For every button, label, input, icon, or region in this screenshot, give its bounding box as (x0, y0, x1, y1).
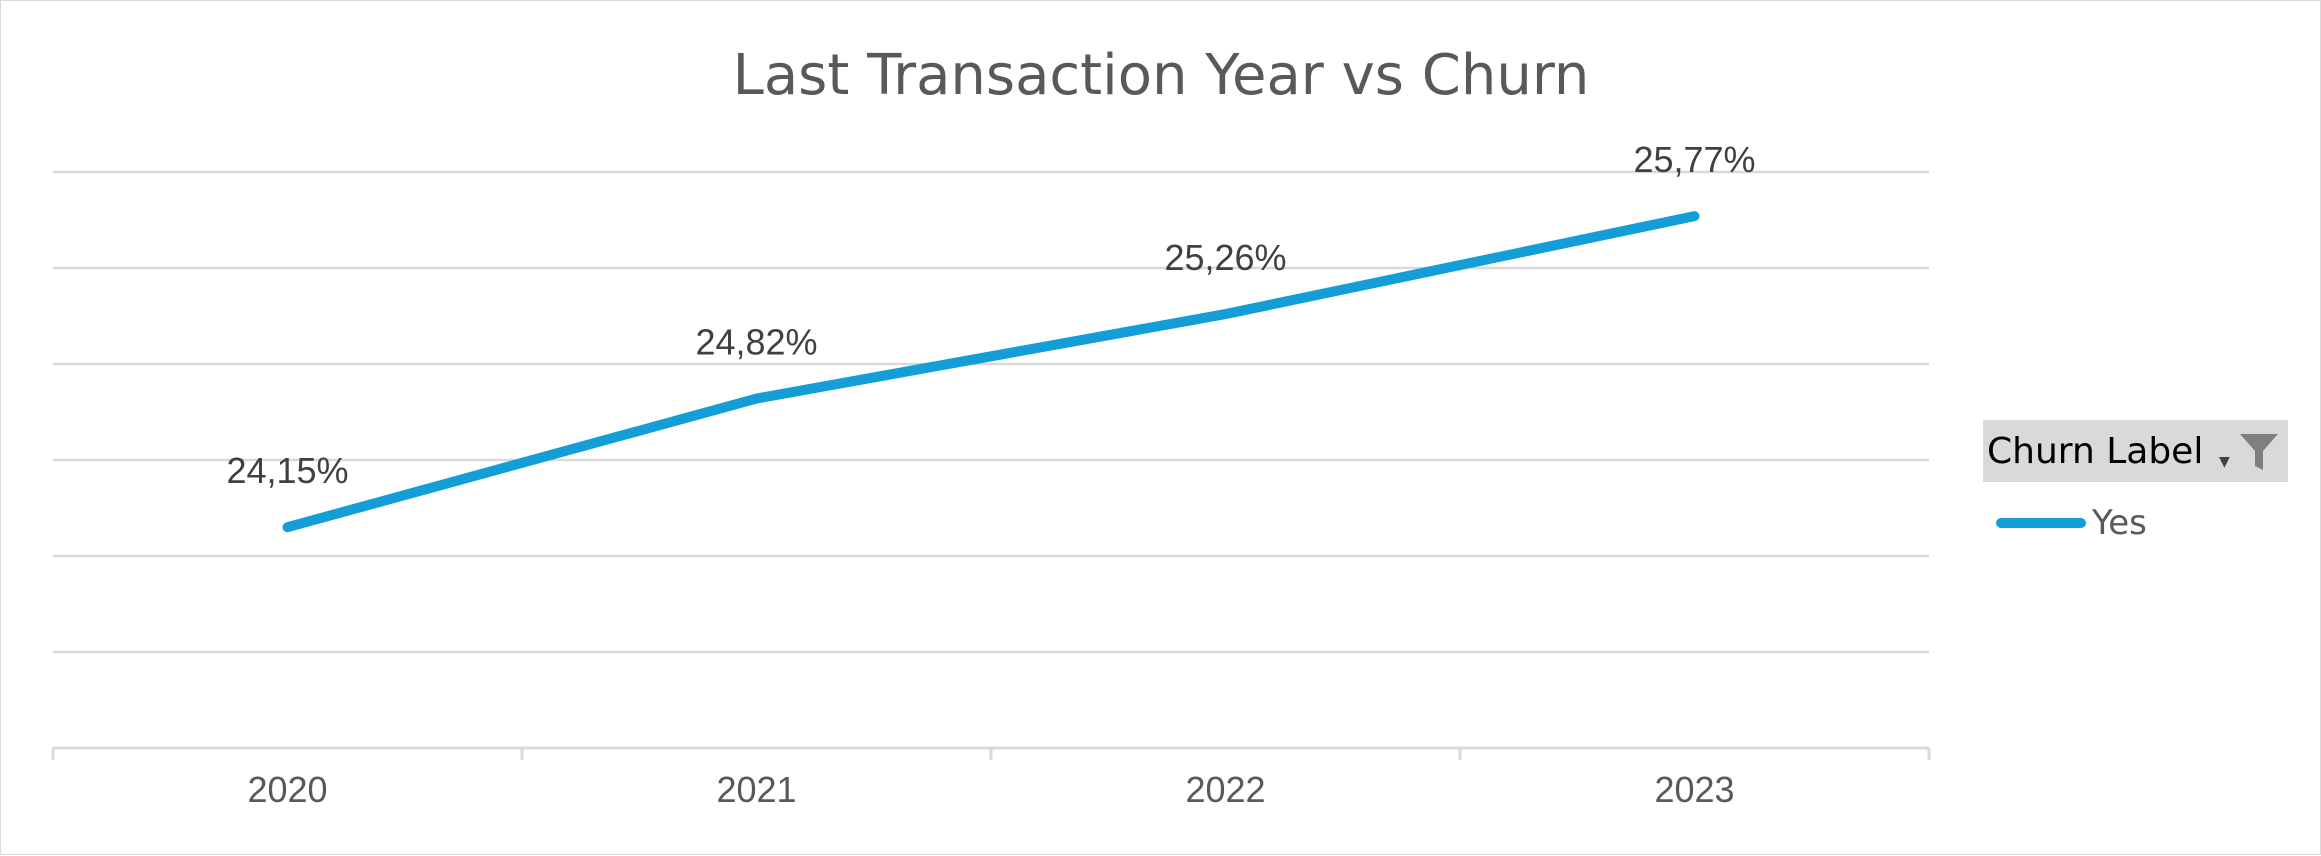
legend-entry-label: Yes (2092, 503, 2147, 543)
x-tick-label-2021: 2021 (716, 769, 796, 810)
gridlines (53, 170, 1929, 654)
x-tick-labels: 2020 2021 2022 2023 (247, 769, 1734, 810)
filter-icon (2240, 434, 2278, 470)
data-label-2021: 24,82% (695, 322, 817, 363)
legend-swatch (1996, 518, 2086, 528)
data-labels: 24,15% 24,82% 25,26% 25,77% (226, 139, 1755, 491)
x-tick-label-2023: 2023 (1654, 769, 1734, 810)
legend-header-label: Churn Label (1987, 430, 2204, 472)
dropdown-arrow-icon: ▼ (2219, 454, 2230, 470)
legend-filter-button[interactable]: Churn Label ▼ (1983, 420, 2288, 482)
series-line-yes[interactable] (282, 211, 1700, 533)
data-label-2023: 25,77% (1633, 139, 1755, 180)
chart-title: Last Transaction Year vs Churn (733, 43, 1590, 108)
x-axis (51, 746, 1931, 760)
x-tick-label-2022: 2022 (1185, 769, 1265, 810)
x-tick-label-2020: 2020 (247, 769, 327, 810)
data-label-2022: 25,26% (1164, 237, 1286, 278)
legend-entry-yes[interactable]: Yes (1996, 498, 2147, 548)
series-lines[interactable] (282, 211, 1700, 533)
data-label-2020: 24,15% (226, 450, 348, 491)
